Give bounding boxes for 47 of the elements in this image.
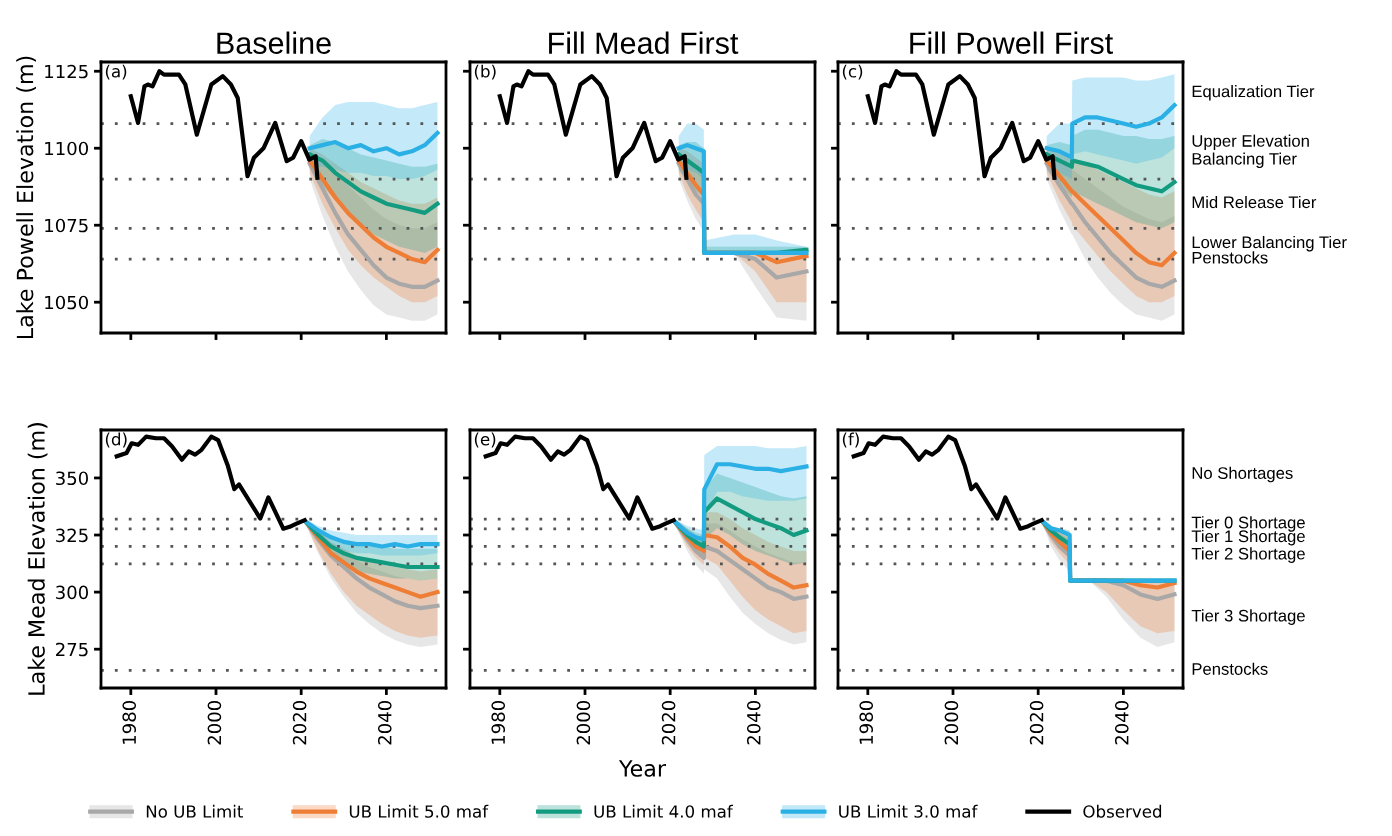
y-tick-label: 350 bbox=[56, 471, 88, 486]
y-tick-label: 1100 bbox=[45, 141, 88, 156]
legend-label: No UB Limit bbox=[146, 804, 244, 818]
annotation: (f) bbox=[842, 432, 859, 448]
y-tick-label: 300 bbox=[56, 585, 88, 600]
x-tick-label: 2040 bbox=[746, 701, 761, 745]
text: Tier 1 Shortage bbox=[1191, 529, 1305, 546]
annotation: (b) bbox=[474, 64, 496, 80]
legend-label: UB Limit 5.0 maf bbox=[349, 804, 489, 818]
x-tick-label: 2000 bbox=[576, 701, 591, 745]
x-tick-label: 2020 bbox=[292, 701, 307, 745]
annotation: (a) bbox=[105, 64, 127, 80]
ref-line-label: Penstocks bbox=[1192, 251, 1268, 264]
y-tick-label: 1125 bbox=[45, 64, 88, 79]
y-tick-label: 325 bbox=[56, 528, 88, 543]
text: Lower Balancing Tier bbox=[1192, 235, 1347, 252]
annotation: (d) bbox=[105, 432, 127, 448]
y-tick-label: 1050 bbox=[45, 295, 88, 310]
chart-title: Baseline bbox=[217, 31, 331, 54]
x-tick-label: 1980 bbox=[122, 701, 137, 744]
text: No Shortages bbox=[1192, 466, 1293, 483]
y-axis-title: Lake Mead Elevation (m) bbox=[27, 423, 48, 695]
x-tick-label: 2000 bbox=[944, 701, 959, 745]
chart-title: Fill Powell First bbox=[910, 31, 1113, 54]
x-axis-title: Year bbox=[618, 760, 667, 777]
legend-label: Observed bbox=[1083, 804, 1162, 818]
y-tick-label: 1075 bbox=[45, 218, 88, 233]
x-tick-label: 1980 bbox=[491, 701, 506, 744]
y-axis-title: Lake Powell Elevation (m) bbox=[16, 56, 36, 339]
chart-title: Fill Mead First bbox=[549, 31, 739, 54]
x-tick-label: 2020 bbox=[661, 701, 676, 745]
annotation: (e) bbox=[474, 432, 496, 448]
ref-line-label: Penstocks bbox=[1192, 662, 1268, 675]
x-tick-label: 2020 bbox=[1029, 701, 1044, 745]
text: Mid Release Tier bbox=[1192, 195, 1317, 209]
x-tick-label: 2000 bbox=[207, 701, 222, 745]
text: Tier 2 Shortage bbox=[1191, 547, 1305, 563]
y-tick-label: 275 bbox=[56, 642, 88, 657]
text: Upper Elevation Balancing Tier bbox=[1192, 134, 1309, 169]
x-tick-label: 2040 bbox=[1114, 701, 1129, 745]
annotation: (c) bbox=[842, 64, 863, 80]
legend-label: UB Limit 3.0 maf bbox=[839, 804, 978, 818]
text: Tier 3 Shortage bbox=[1191, 609, 1305, 625]
legend-label: UB Limit 4.0 maf bbox=[594, 804, 734, 818]
x-tick-label: 1980 bbox=[859, 701, 874, 744]
text: Equalization Tier bbox=[1192, 85, 1315, 101]
x-tick-label: 2040 bbox=[377, 701, 392, 745]
